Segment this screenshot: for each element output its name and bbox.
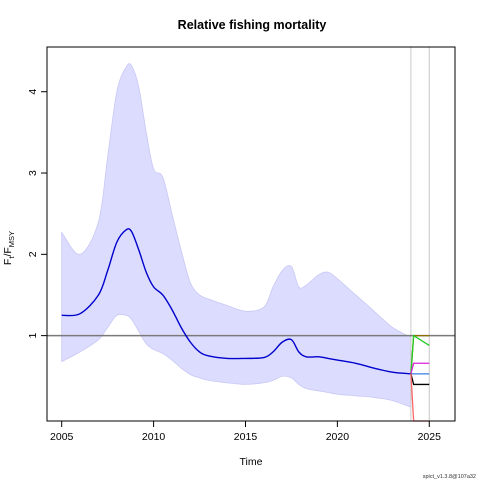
y-axis-label-main: F (2, 259, 14, 265)
y-axis-label-sub2: MSY (7, 231, 16, 247)
plot-area (47, 47, 455, 422)
x-tick-label: 2020 (326, 431, 350, 443)
x-axis: 2005 2010 2015 2020 2025 (50, 421, 441, 443)
y-axis-label-div: /F (2, 247, 14, 256)
y-axis: 1 2 3 4 (27, 89, 47, 339)
plot-frame (46, 46, 456, 422)
y-axis-label-sub1: t (7, 256, 16, 259)
x-tick-label: 2015 (234, 431, 258, 443)
x-axis-label: Time (240, 456, 263, 468)
forecast-line-2 (410, 362, 430, 375)
y-axis-label: Ft/FMSY (2, 231, 16, 265)
chart-title: Relative fishing mortality (178, 18, 327, 32)
x-tick-label: 2005 (50, 431, 74, 443)
version-credit: spict_v1.3.8@107a32 (423, 474, 476, 480)
y-tick-label: 2 (27, 251, 39, 257)
y-tick-label: 3 (27, 170, 39, 176)
y-tick-label: 1 (27, 333, 39, 339)
forecast-line-1 (410, 334, 430, 374)
forecast-vertical-lines (410, 47, 430, 421)
y-tick-label: 4 (27, 89, 39, 95)
estimate-line (61, 228, 411, 375)
x-tick-label: 2010 (142, 431, 166, 443)
x-tick-label: 2025 (418, 431, 442, 443)
forecast-line-4 (410, 373, 430, 386)
